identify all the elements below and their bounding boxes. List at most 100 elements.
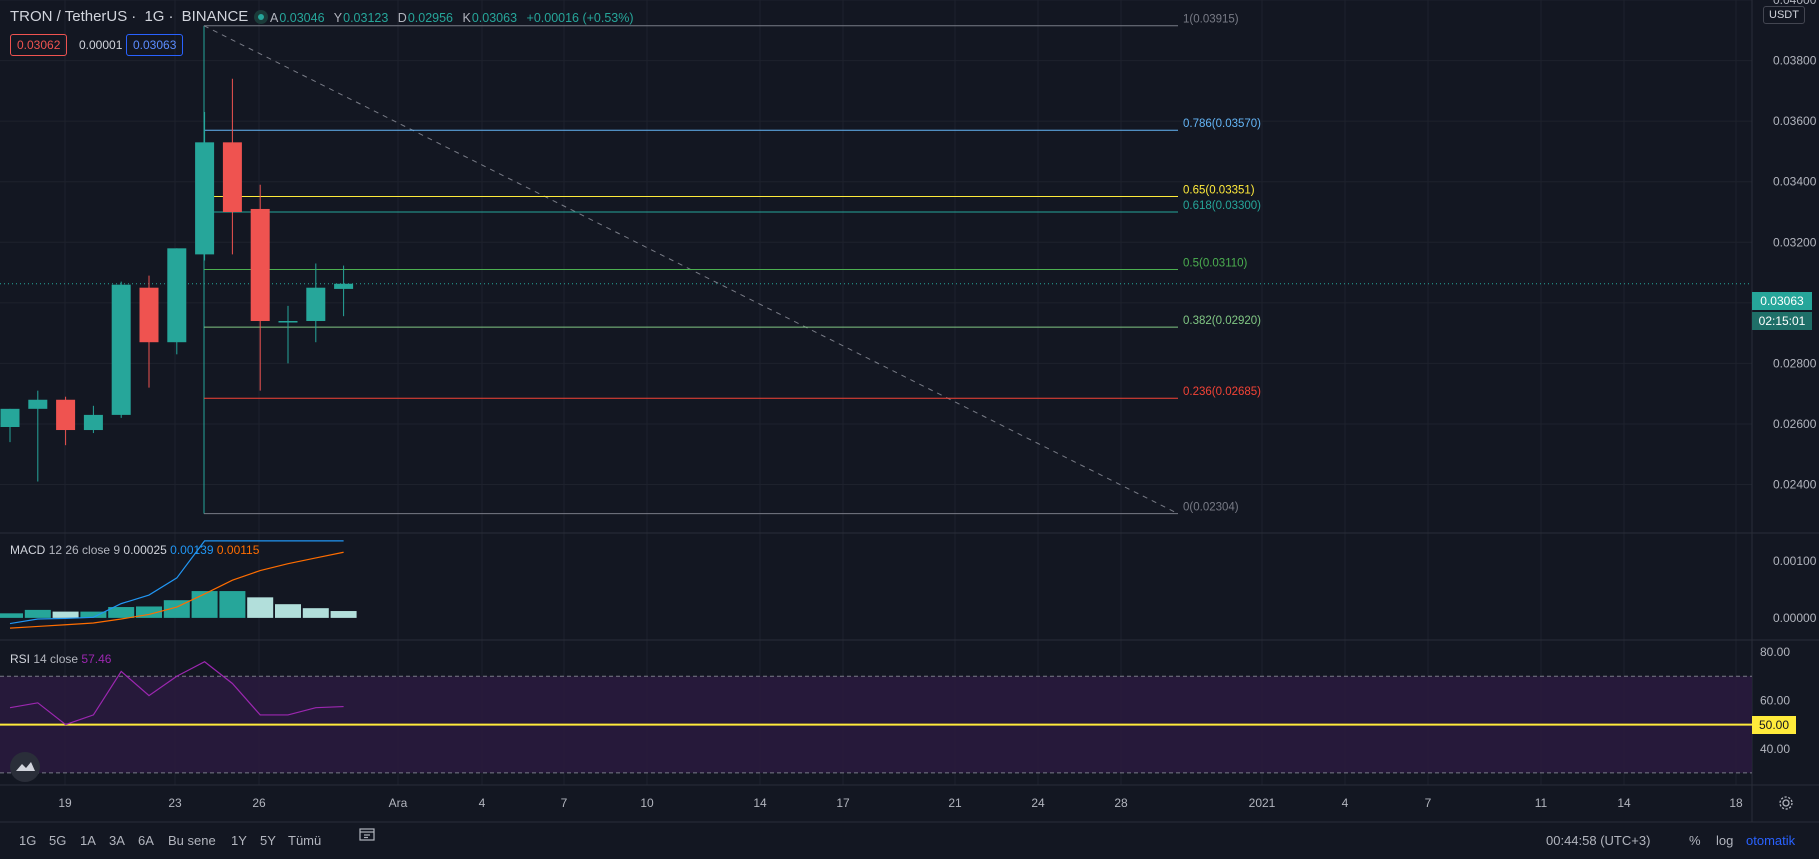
candle-body xyxy=(250,208,270,322)
fib-level-label: 0.5(0.03110) xyxy=(1183,258,1248,270)
time-tick-label: 7 xyxy=(1425,796,1432,810)
clock-timezone[interactable]: 00:44:58 (UTC+3) xyxy=(1546,833,1651,848)
macd-histogram-bar xyxy=(302,608,329,618)
macd-histogram-bar xyxy=(191,591,218,618)
range-6m-button[interactable]: 6A xyxy=(138,833,154,848)
auto-scale-toggle[interactable]: otomatik xyxy=(1746,833,1796,848)
time-tick-label: 10 xyxy=(640,796,654,810)
macd-tick-label: 0.00100 xyxy=(1773,554,1817,568)
fib-level-label: 0.786(0.03570) xyxy=(1183,118,1261,130)
fib-level-label: 1(0.03915) xyxy=(1183,14,1239,26)
go-to-date-icon[interactable] xyxy=(359,827,375,841)
rsi-50-tag: 50.00 xyxy=(1752,716,1796,734)
fib-level-label: 0.236(0.02685) xyxy=(1183,386,1261,398)
time-tick-label: 23 xyxy=(168,796,182,810)
currency-button[interactable]: USDT xyxy=(1763,6,1805,24)
candle-body xyxy=(111,284,131,415)
price-tick-label: 0.02400 xyxy=(1773,478,1817,492)
tradingview-logo-icon[interactable] xyxy=(10,752,40,782)
range-1m-button[interactable]: 1A xyxy=(80,833,96,848)
bottom-toolbar: 1G 5G 1A 3A 6A Bu sene 1Y 5Y Tümü 00:44:… xyxy=(0,822,1819,859)
candle-body xyxy=(306,287,326,322)
time-tick-label: 7 xyxy=(561,796,568,810)
macd-histogram-bar xyxy=(0,613,23,618)
exchange-label: BINANCE xyxy=(181,8,249,25)
candle-body xyxy=(222,142,242,212)
buy-price-button[interactable]: 0.03063 xyxy=(126,34,184,56)
price-tick-label: 0.03200 xyxy=(1773,235,1817,249)
time-tick-label: 2021 xyxy=(1249,796,1276,810)
price-tick-label: 0.03800 xyxy=(1773,54,1817,68)
macd-histogram-bar xyxy=(136,606,162,618)
macd-histogram-bar xyxy=(275,604,301,618)
time-tick-label: 4 xyxy=(1342,796,1349,810)
rsi-line xyxy=(9,661,344,726)
low-value: 0.02956 xyxy=(407,11,454,25)
time-tick-label: 21 xyxy=(948,796,962,810)
open-value: 0.03046 xyxy=(279,11,325,25)
rsi-title: RSI xyxy=(10,652,31,666)
candle-body xyxy=(195,142,215,255)
macd-line xyxy=(9,540,344,625)
sell-price-button[interactable]: 0.03062 xyxy=(10,34,68,56)
macd-legend[interactable]: MACD 12 26 close 9 0.00025 0.00139 0.001… xyxy=(10,543,259,557)
symbol-header[interactable]: TRON / TetherUS · 1G · BINANCE xyxy=(10,8,249,25)
macd-params: 12 26 close 9 xyxy=(48,543,121,557)
time-tick-label: Ara xyxy=(389,796,408,810)
fib-level-label: 0.382(0.02920) xyxy=(1183,315,1261,327)
change-value: +0.00016 (+0.53%) xyxy=(526,11,634,25)
macd-histogram-bar xyxy=(52,611,79,618)
range-ytd-button[interactable]: Bu sene xyxy=(168,833,216,848)
macd-histogram-bar xyxy=(247,597,274,618)
rsi-tick-label: 80.00 xyxy=(1760,645,1790,659)
macd-line-value: 0.00139 xyxy=(170,543,214,557)
price-tick-label: 0.03400 xyxy=(1773,175,1817,189)
rsi-legend[interactable]: RSI 14 close 57.46 xyxy=(10,652,111,666)
macd-histogram-bar xyxy=(330,611,357,618)
macd-signal-value: 0.00115 xyxy=(216,543,260,557)
rsi-tick-label: 60.00 xyxy=(1760,693,1790,707)
range-3m-button[interactable]: 3A xyxy=(109,833,125,848)
candle-body xyxy=(334,283,354,289)
range-5d-button[interactable]: 5G xyxy=(49,833,67,848)
range-1y-button[interactable]: 1Y xyxy=(231,833,247,848)
log-scale-toggle[interactable]: log xyxy=(1716,833,1734,848)
candle-body xyxy=(167,248,187,343)
range-1d-button[interactable]: 1G xyxy=(19,833,37,848)
macd-histogram-bar xyxy=(24,609,51,618)
time-tick-label: 4 xyxy=(479,796,486,810)
ohlc-legend: A0.03046 Y0.03123 D0.02956 K0.03063 +0.0… xyxy=(270,11,634,25)
range-all-button[interactable]: Tümü xyxy=(288,833,322,848)
macd-tick-label: 0.00000 xyxy=(1773,611,1817,625)
price-tick-label: 0.04000 xyxy=(1773,0,1817,7)
rsi-tick-label: 40.00 xyxy=(1760,742,1790,756)
rsi-value: 57.46 xyxy=(81,652,112,666)
macd-histogram-bar xyxy=(80,611,107,618)
time-tick-label: 11 xyxy=(1535,796,1548,810)
interval-label[interactable]: 1G xyxy=(144,8,165,25)
settings-gear-icon[interactable] xyxy=(1778,795,1794,811)
time-tick-label: 14 xyxy=(753,796,767,810)
candle-body xyxy=(83,414,103,431)
time-tick-label: 18 xyxy=(1729,796,1743,810)
time-tick-label: 14 xyxy=(1617,796,1631,810)
price-tick-label: 0.03600 xyxy=(1773,114,1817,128)
candle-body xyxy=(0,408,20,428)
macd-histogram-bar xyxy=(108,607,135,618)
fib-level-label: 0.65(0.03351) xyxy=(1183,185,1255,197)
candle-body xyxy=(139,287,159,343)
price-tick-label: 0.02600 xyxy=(1773,417,1817,431)
macd-title: MACD xyxy=(10,543,46,557)
macd-signal-line xyxy=(9,551,344,629)
time-tick-label: 19 xyxy=(58,796,72,810)
candle-body xyxy=(278,321,298,323)
bar-countdown-tag: 02:15:01 xyxy=(1752,312,1812,330)
fib-level-label: 0(0.02304) xyxy=(1183,502,1239,514)
symbol-name[interactable]: TRON / TetherUS xyxy=(10,8,128,25)
high-value: 0.03123 xyxy=(343,11,389,25)
macd-histogram-bar xyxy=(219,591,246,618)
percent-scale-toggle[interactable]: % xyxy=(1689,833,1701,848)
time-tick-label: 17 xyxy=(836,796,850,810)
range-5y-button[interactable]: 5Y xyxy=(260,833,276,848)
